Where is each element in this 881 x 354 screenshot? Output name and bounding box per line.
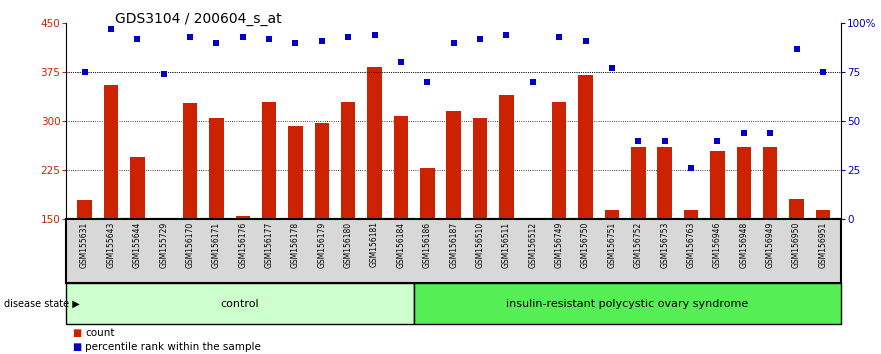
Point (500, 32, 514, 38)
Point (473, 36, 487, 41)
Text: GSM156181: GSM156181 (370, 221, 379, 267)
Point (816, 69, 830, 75)
Bar (657, 147, 672, 219)
Text: GSM156510: GSM156510 (476, 221, 485, 268)
Bar (367, 67, 381, 219)
Text: GSM156179: GSM156179 (317, 221, 326, 268)
Point (710, 138, 724, 144)
Point (315, 38, 329, 44)
Text: insulin-resistant polycystic ovary syndrome: insulin-resistant polycystic ovary syndr… (507, 298, 749, 309)
Bar (394, 116, 408, 219)
Bar (604, 210, 619, 219)
Point (657, 138, 671, 144)
Text: GSM156763: GSM156763 (686, 221, 695, 268)
Text: GSM156184: GSM156184 (396, 221, 405, 268)
Text: GSM156750: GSM156750 (581, 221, 590, 268)
Text: GSM156177: GSM156177 (264, 221, 274, 268)
Text: GSM156751: GSM156751 (607, 221, 617, 268)
Bar (789, 199, 803, 219)
Point (341, 34, 355, 40)
Text: ■: ■ (72, 329, 81, 338)
Text: GSM156178: GSM156178 (291, 221, 300, 268)
Text: GSM156749: GSM156749 (555, 221, 564, 268)
Text: GSM156949: GSM156949 (766, 221, 774, 268)
Text: GSM156170: GSM156170 (186, 221, 195, 268)
Bar (816, 210, 830, 219)
Point (262, 36, 276, 41)
Text: GSM156176: GSM156176 (238, 221, 248, 268)
Point (367, 32, 381, 38)
Point (552, 34, 566, 40)
Point (789, 46, 803, 51)
Bar (631, 147, 646, 219)
Point (183, 34, 197, 40)
Point (104, 26, 118, 32)
Point (130, 36, 144, 41)
Point (236, 34, 250, 40)
Point (394, 59, 408, 65)
Bar (578, 75, 593, 219)
Text: GSM156948: GSM156948 (739, 221, 748, 268)
Text: GSM155729: GSM155729 (159, 221, 168, 268)
Text: disease state ▶: disease state ▶ (4, 298, 80, 309)
Text: GSM156171: GSM156171 (212, 221, 221, 268)
Point (605, 65, 619, 71)
Point (579, 38, 593, 44)
Text: GSM156946: GSM156946 (713, 221, 722, 268)
Point (288, 40, 302, 45)
Point (447, 40, 461, 45)
Text: count: count (85, 329, 115, 338)
Text: GDS3104 / 200604_s_at: GDS3104 / 200604_s_at (115, 12, 281, 27)
Text: GSM156950: GSM156950 (792, 221, 801, 268)
Text: GSM155643: GSM155643 (107, 221, 115, 268)
Bar (413, 283, 841, 324)
Bar (737, 147, 751, 219)
Point (420, 79, 434, 85)
Text: GSM156186: GSM156186 (423, 221, 432, 268)
Bar (288, 126, 303, 219)
Point (684, 166, 698, 171)
Bar (66, 283, 413, 324)
Bar (262, 102, 277, 219)
Bar (526, 218, 540, 219)
Point (632, 138, 646, 144)
Text: GSM156951: GSM156951 (818, 221, 827, 268)
Point (737, 130, 751, 136)
Bar (420, 169, 434, 219)
Bar (315, 122, 329, 219)
Bar (473, 118, 487, 219)
Text: GSM156180: GSM156180 (344, 221, 352, 268)
Text: GSM155631: GSM155631 (80, 221, 89, 268)
Bar (710, 151, 725, 219)
Bar (684, 210, 699, 219)
Text: control: control (220, 298, 259, 309)
Point (157, 71, 171, 77)
Bar (182, 103, 197, 219)
Bar (235, 216, 250, 219)
Text: GSM156512: GSM156512 (529, 221, 537, 268)
Point (526, 79, 540, 85)
Text: GSM156753: GSM156753 (660, 221, 670, 268)
Point (210, 40, 224, 45)
Bar (341, 102, 356, 219)
Bar (78, 200, 92, 219)
Text: GSM156511: GSM156511 (502, 221, 511, 268)
Bar (157, 218, 171, 219)
Text: GSM155644: GSM155644 (133, 221, 142, 268)
Bar (130, 156, 144, 219)
Bar (104, 85, 118, 219)
Text: percentile rank within the sample: percentile rank within the sample (85, 342, 262, 352)
Bar (209, 118, 224, 219)
Bar (763, 147, 777, 219)
Bar (447, 111, 461, 219)
Text: GSM156187: GSM156187 (449, 221, 458, 268)
Bar (552, 102, 566, 219)
Text: ■: ■ (72, 342, 81, 352)
Bar (500, 95, 514, 219)
Point (763, 130, 777, 136)
Point (78, 69, 92, 75)
Text: GSM156752: GSM156752 (633, 221, 643, 268)
